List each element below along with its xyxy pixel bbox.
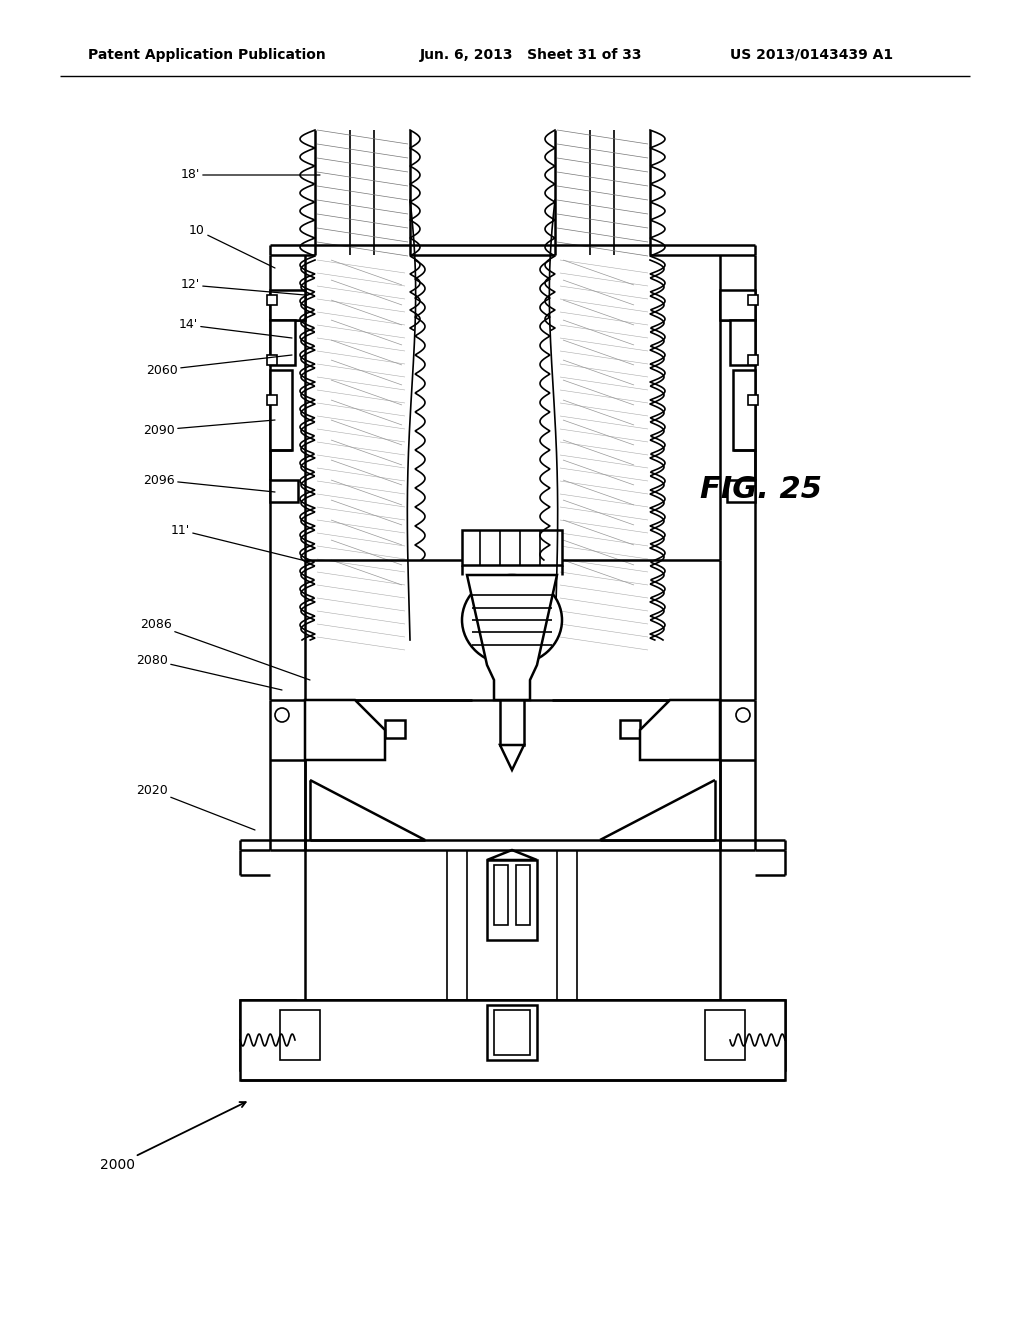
Bar [620,719,640,738]
Text: 2086: 2086 [140,619,310,680]
Text: 2096: 2096 [143,474,275,492]
Polygon shape [305,700,385,760]
Text: Jun. 6, 2013   Sheet 31 of 33: Jun. 6, 2013 Sheet 31 of 33 [420,48,642,62]
Bar [733,370,755,450]
Bar [487,861,537,940]
Bar [705,1010,745,1060]
Bar [748,294,758,305]
Text: 2080: 2080 [136,653,282,690]
Bar [240,1001,295,1071]
Bar [494,1010,530,1055]
Polygon shape [500,744,524,770]
Bar [720,290,755,319]
Text: Patent Application Publication: Patent Application Publication [88,48,326,62]
Bar [730,1001,785,1071]
Bar [500,700,524,744]
Bar [748,355,758,366]
Bar [267,395,278,405]
Text: 2020: 2020 [136,784,255,830]
Text: 11': 11' [171,524,310,562]
Bar [730,319,755,366]
Bar [748,395,758,405]
Bar [516,865,530,925]
Bar [270,319,295,366]
Bar [280,1010,319,1060]
Bar [270,290,305,319]
Bar [385,719,406,738]
Bar [487,1005,537,1060]
Text: 10: 10 [189,223,275,268]
Bar [494,865,508,925]
Circle shape [736,708,750,722]
Bar [240,1001,785,1080]
Text: 2000: 2000 [100,1102,246,1172]
Text: 18': 18' [180,169,319,181]
Polygon shape [640,700,720,760]
Bar [267,294,278,305]
Text: 2060: 2060 [146,355,292,376]
Text: 2090: 2090 [143,420,275,437]
Polygon shape [487,850,537,861]
Text: 14': 14' [179,318,292,338]
Ellipse shape [462,576,562,665]
Bar [270,370,292,450]
Text: FIG. 25: FIG. 25 [700,475,822,504]
Text: 12': 12' [181,279,305,294]
Bar [267,355,278,366]
Bar [462,531,562,565]
Text: US 2013/0143439 A1: US 2013/0143439 A1 [730,48,893,62]
Polygon shape [467,576,557,700]
Circle shape [275,708,289,722]
Bar [727,480,755,502]
Bar [270,480,298,502]
